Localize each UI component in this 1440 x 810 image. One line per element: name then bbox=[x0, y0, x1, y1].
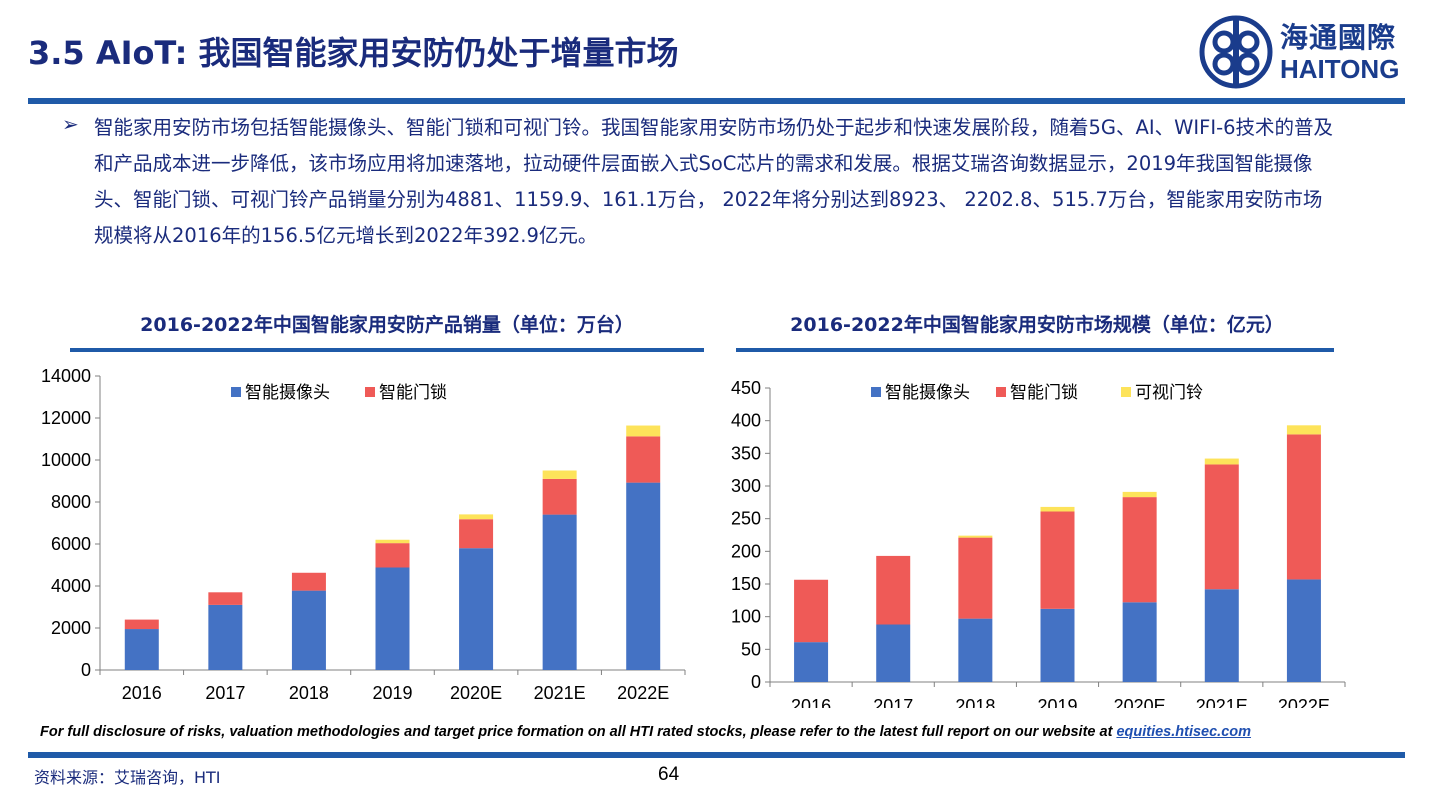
bar-segment bbox=[1040, 511, 1075, 609]
legend-swatch bbox=[1121, 387, 1131, 397]
legend-swatch bbox=[996, 387, 1006, 397]
y-tick-label: 4000 bbox=[51, 576, 91, 596]
header-divider bbox=[28, 98, 1405, 104]
bar-segment bbox=[124, 619, 159, 630]
bar-segment bbox=[958, 535, 993, 538]
x-tick-label: 2017 bbox=[873, 696, 913, 708]
bar-segment bbox=[291, 590, 326, 670]
y-tick-label: 50 bbox=[741, 639, 761, 659]
bar-segment bbox=[1204, 464, 1239, 590]
bar-segment bbox=[459, 548, 494, 670]
x-tick-label: 2018 bbox=[955, 696, 995, 708]
legend-label: 可视门铃 bbox=[1135, 383, 1203, 403]
x-tick-label: 2017 bbox=[205, 683, 245, 703]
y-tick-label: 200 bbox=[731, 541, 761, 561]
y-tick-label: 150 bbox=[731, 574, 761, 594]
bar-segment bbox=[1040, 506, 1075, 512]
y-tick-label: 450 bbox=[731, 378, 761, 398]
chart-1-title: 2016-2022年中国智能家用安防产品销量（单位：万台） bbox=[140, 314, 634, 336]
bar-segment bbox=[626, 482, 661, 670]
bar-segment bbox=[958, 618, 993, 682]
x-tick-label: 2020E bbox=[450, 683, 502, 703]
legend-swatch bbox=[365, 387, 375, 397]
sales-volume-chart: 0 2000 4000 6000 8000 10000 12000 14000 2016 2017… bbox=[41, 366, 686, 703]
bar-segment bbox=[876, 624, 911, 682]
legend-label: 智能门锁 bbox=[379, 383, 447, 403]
y-tick-label: 2000 bbox=[51, 618, 91, 638]
bar-segment bbox=[794, 642, 829, 682]
x-tick-label: 2016 bbox=[122, 683, 162, 703]
y-tick-label: 6000 bbox=[51, 534, 91, 554]
y-tick-label: 12000 bbox=[41, 408, 91, 428]
bar-segment bbox=[1204, 458, 1239, 465]
legend-label: 智能摄像头 bbox=[245, 383, 330, 403]
bar-segment bbox=[958, 537, 993, 619]
y-tick-label: 8000 bbox=[51, 492, 91, 512]
y-tick-label: 300 bbox=[731, 476, 761, 496]
x-tick-label: 2020E bbox=[1114, 696, 1166, 708]
x-tick-label: 2019 bbox=[372, 683, 412, 703]
bar-segment bbox=[626, 436, 661, 483]
risk-disclosure: For full disclosure of risks, valuation … bbox=[40, 724, 1251, 740]
chart-2-title-rule bbox=[736, 348, 1334, 352]
bar-segment bbox=[1286, 434, 1321, 580]
bar-segment bbox=[876, 555, 911, 625]
website-link[interactable]: equities.htisec.com bbox=[1116, 724, 1252, 740]
y-tick-label: 0 bbox=[751, 672, 761, 692]
bar-segment bbox=[208, 592, 243, 605]
bar-segment bbox=[208, 604, 243, 670]
x-tick-label: 2022E bbox=[617, 683, 669, 703]
y-tick-label: 0 bbox=[81, 660, 91, 680]
bar-segment bbox=[794, 579, 829, 643]
legend-swatch bbox=[231, 387, 241, 397]
logo-chinese-name: 海通國際 bbox=[1280, 21, 1397, 54]
legend-label: 智能摄像头 bbox=[885, 383, 970, 403]
bullet-arrow-icon: ➢ bbox=[62, 112, 79, 136]
y-tick-label: 10000 bbox=[41, 450, 91, 470]
x-tick-label: 2016 bbox=[791, 696, 831, 708]
x-tick-label: 2018 bbox=[289, 683, 329, 703]
bar-segment bbox=[542, 470, 577, 479]
bar-segment bbox=[459, 514, 494, 520]
x-tick-label: 2021E bbox=[1196, 696, 1248, 708]
y-tick-label: 14000 bbox=[41, 366, 91, 386]
bar-segment bbox=[1122, 491, 1157, 498]
y-tick-label: 100 bbox=[731, 607, 761, 627]
y-tick-label: 400 bbox=[731, 411, 761, 431]
y-tick-label: 350 bbox=[731, 443, 761, 463]
bar-segment bbox=[375, 539, 410, 544]
bar-segment bbox=[542, 514, 577, 670]
page-title: 3.5 AIoT: 我国智能家用安防仍处于增量市场 bbox=[28, 34, 679, 72]
chart-1-title-rule bbox=[70, 348, 704, 352]
x-tick-label: 2022E bbox=[1278, 696, 1330, 708]
bar-segment bbox=[1286, 579, 1321, 682]
bar-segment bbox=[1122, 497, 1157, 603]
footer-divider bbox=[28, 752, 1405, 758]
bar-segment bbox=[1286, 425, 1321, 435]
page-number: 64 bbox=[658, 764, 680, 785]
bar-segment bbox=[124, 629, 159, 670]
chart-2-title: 2016-2022年中国智能家用安防市场规模（单位：亿元） bbox=[790, 314, 1284, 336]
bar-segment bbox=[291, 572, 326, 591]
legend-swatch bbox=[871, 387, 881, 397]
bar-segment bbox=[459, 519, 494, 549]
bar-segment bbox=[1122, 602, 1157, 682]
bar-segment bbox=[375, 567, 410, 670]
x-tick-label: 2021E bbox=[534, 683, 586, 703]
haitong-logo: 海通國際 HAITONG bbox=[1198, 12, 1408, 92]
bar-segment bbox=[1040, 608, 1075, 682]
market-size-chart: 0 50 100 150 200 250 300 350 400 450 2016 2017 2018 2… bbox=[731, 378, 1346, 708]
disclosure-text: For full disclosure of risks, valuation … bbox=[40, 724, 1117, 740]
bar-segment bbox=[626, 425, 661, 437]
bar-segment bbox=[375, 543, 410, 568]
y-tick-label: 250 bbox=[731, 509, 761, 529]
bar-segment bbox=[1204, 589, 1239, 682]
x-tick-label: 2019 bbox=[1037, 696, 1077, 708]
intro-paragraph: 智能家用安防市场包括智能摄像头、智能门锁和可视门铃。我国智能家用安防市场仍处于起… bbox=[94, 116, 1334, 247]
haitong-emblem-icon bbox=[1199, 15, 1273, 89]
logo-english-name: HAITONG bbox=[1280, 54, 1400, 84]
bar-segment bbox=[542, 478, 577, 515]
source-note: 资料来源：艾瑞咨询，HTI bbox=[34, 768, 221, 787]
legend-label: 智能门锁 bbox=[1010, 383, 1078, 403]
